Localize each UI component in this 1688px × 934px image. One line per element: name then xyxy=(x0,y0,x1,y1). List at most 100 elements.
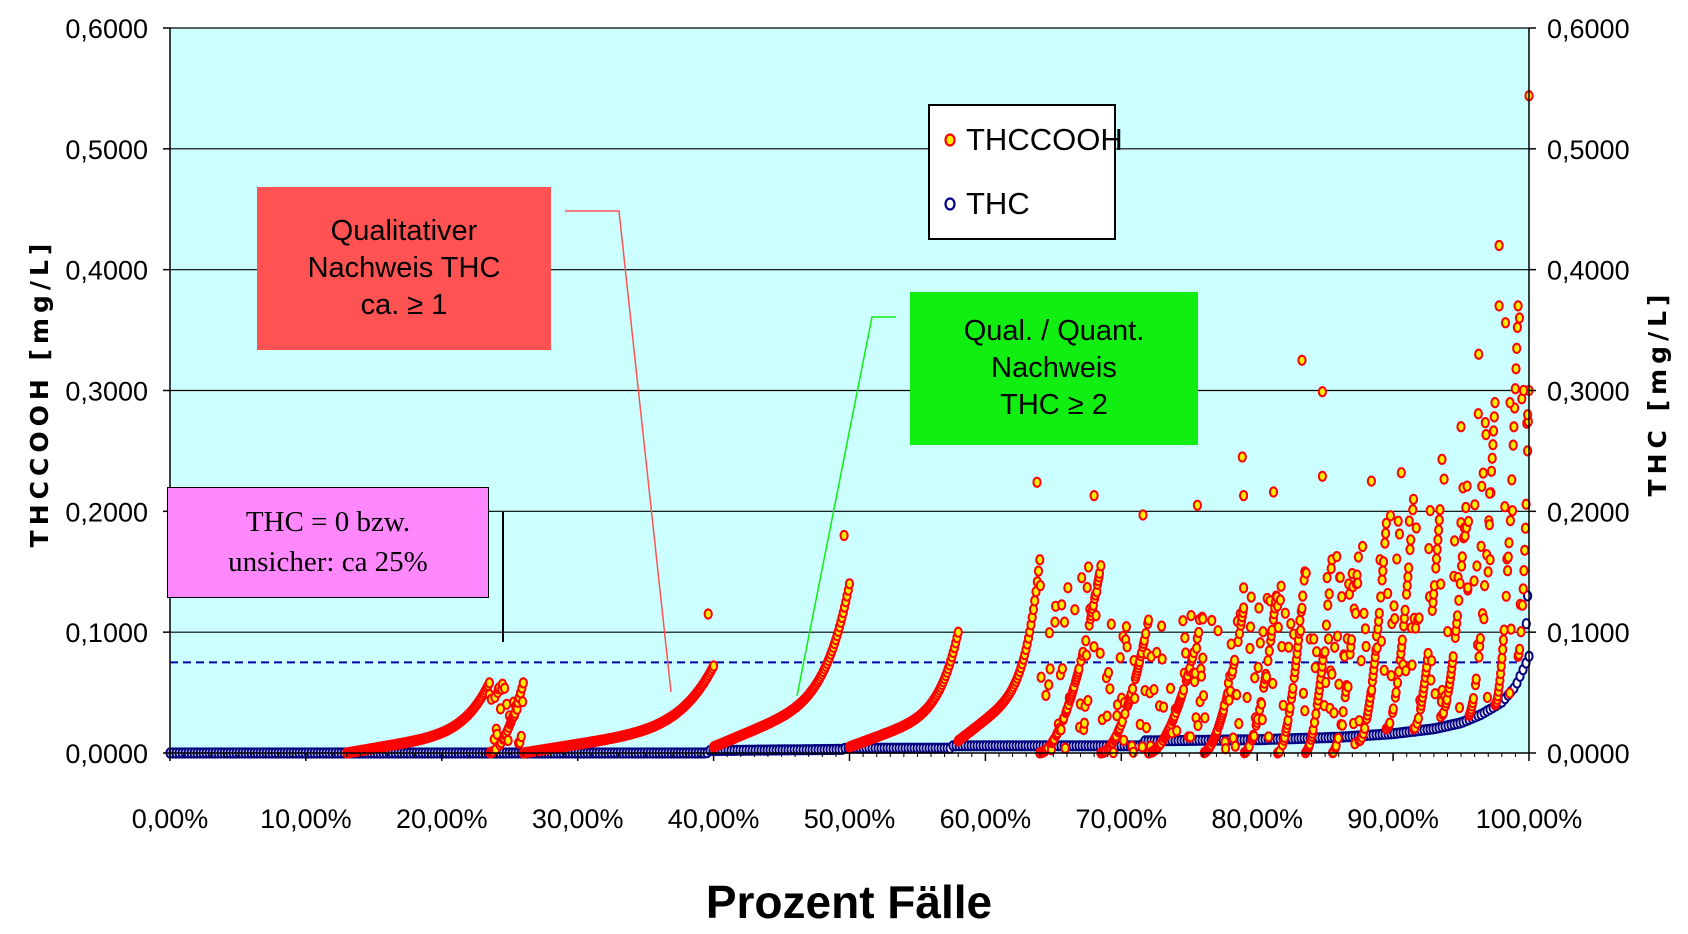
y2-tick-label: 0,2000 xyxy=(1547,497,1630,527)
thccooh-point xyxy=(1450,535,1460,547)
thccooh-point xyxy=(1089,641,1099,653)
thccooh-point xyxy=(1517,599,1528,611)
thccooh-point xyxy=(1257,714,1267,726)
thccooh-point xyxy=(1434,514,1444,526)
thccooh-point xyxy=(1501,590,1511,602)
thccooh-point xyxy=(1520,544,1530,556)
thccooh-point xyxy=(1239,582,1249,594)
thccooh-point xyxy=(1506,623,1516,635)
thccooh-point xyxy=(1485,487,1495,499)
legend-item-thc: THC xyxy=(942,186,1030,222)
thccooh-point xyxy=(1381,527,1391,540)
thccooh-point xyxy=(1178,615,1188,627)
thccooh-point xyxy=(1298,687,1309,699)
thccooh-point xyxy=(1077,572,1087,584)
thccooh-point xyxy=(1408,493,1419,505)
thccooh-point xyxy=(1400,604,1410,617)
x-tick-label: 70,00% xyxy=(1076,804,1168,834)
thccooh-point xyxy=(1091,610,1101,622)
thccooh-point xyxy=(1509,421,1519,433)
thccooh-point xyxy=(1332,551,1342,563)
left-tick-labels: 0,0000 0,1000 0,2000 0,3000 0,4000 0,5000 0,60… xyxy=(65,14,148,769)
thccooh-point xyxy=(1157,653,1167,665)
thccooh-point xyxy=(1181,647,1191,659)
thccooh-point xyxy=(1186,610,1196,622)
thccooh-point xyxy=(1198,690,1209,702)
thccooh-point xyxy=(1200,712,1210,724)
thccooh-point xyxy=(1426,674,1436,686)
thccooh-point xyxy=(1487,452,1497,464)
thccooh-point xyxy=(1396,467,1406,479)
y-tick-label: 0,5000 xyxy=(65,135,148,165)
thccooh-point xyxy=(1346,634,1357,646)
thccooh-point xyxy=(1435,504,1445,516)
thccooh-point xyxy=(1385,717,1395,729)
legend-label-thc: THC xyxy=(966,186,1030,221)
thccooh-point xyxy=(1330,641,1340,653)
thccooh-point xyxy=(1413,712,1424,725)
thccooh-point xyxy=(1414,612,1424,624)
thccooh-point xyxy=(1515,643,1525,655)
thccooh-point xyxy=(1321,619,1332,631)
thccooh-point xyxy=(1196,670,1207,682)
thccooh-point xyxy=(1035,580,1046,592)
thccooh-point xyxy=(1511,363,1521,375)
thccooh-point xyxy=(1427,655,1437,667)
thccooh-point xyxy=(1152,646,1162,659)
thccooh-point xyxy=(1520,522,1531,534)
thccooh-point xyxy=(1480,580,1490,592)
thccooh-point xyxy=(1119,734,1129,747)
thccooh-point xyxy=(1378,556,1389,568)
thccooh-point xyxy=(1494,239,1504,252)
x-tick-label: 40,00% xyxy=(668,804,760,834)
thccooh-point xyxy=(1284,641,1294,653)
thccooh-point xyxy=(1032,476,1042,488)
thccooh-point xyxy=(1468,693,1479,705)
thccooh-point xyxy=(1514,312,1525,324)
thccooh-point xyxy=(1404,562,1414,574)
thccooh-point xyxy=(1295,614,1305,627)
thccooh-point xyxy=(1519,384,1529,397)
thccooh-point xyxy=(1380,537,1390,549)
thccooh-point xyxy=(1356,655,1366,667)
thccooh-point xyxy=(1507,474,1517,486)
legend-item-thccooh: THCCOOH xyxy=(942,122,1123,158)
thccooh-point xyxy=(1472,560,1482,572)
thccooh-point xyxy=(1230,740,1240,752)
thccooh-point xyxy=(1194,626,1204,639)
thccooh-point xyxy=(1081,635,1091,647)
thccooh-point xyxy=(1434,524,1444,536)
thccooh-marker-icon xyxy=(944,133,956,147)
thccooh-point xyxy=(1057,599,1067,611)
thccooh-point xyxy=(1408,504,1418,516)
thccooh-point xyxy=(1378,565,1388,577)
thccooh-point xyxy=(1513,300,1523,312)
thccooh-point xyxy=(1385,510,1396,522)
thccooh-point xyxy=(1483,566,1493,578)
thccooh-point xyxy=(1221,743,1231,755)
thccooh-point xyxy=(518,696,528,708)
thccooh-point xyxy=(1063,582,1073,594)
x-axis-title: Prozent Fälle xyxy=(706,876,992,928)
thccooh-point xyxy=(1121,621,1132,633)
thccooh-point xyxy=(1353,577,1363,589)
thccooh-point xyxy=(1232,689,1242,701)
thccooh-point xyxy=(1411,522,1421,534)
thccooh-point xyxy=(1264,645,1274,657)
y-tick-label: 0,6000 xyxy=(65,14,148,44)
thccooh-point xyxy=(1390,613,1400,625)
x-tick-label: 80,00% xyxy=(1211,804,1303,834)
thccooh-point xyxy=(1298,590,1308,602)
thccooh-point xyxy=(1334,678,1344,690)
thccooh-point xyxy=(1258,626,1268,638)
y2-tick-label: 0,4000 xyxy=(1547,256,1630,286)
thccooh-point xyxy=(1360,722,1370,735)
thccooh-point xyxy=(1498,643,1508,656)
thccooh-point xyxy=(1436,578,1446,590)
thccooh-point xyxy=(1192,642,1202,654)
thccooh-point xyxy=(1432,543,1442,556)
thccooh-point xyxy=(503,734,513,747)
thccooh-point xyxy=(1518,583,1528,595)
thccooh-point xyxy=(1138,509,1148,521)
thccooh-point xyxy=(1463,515,1474,528)
